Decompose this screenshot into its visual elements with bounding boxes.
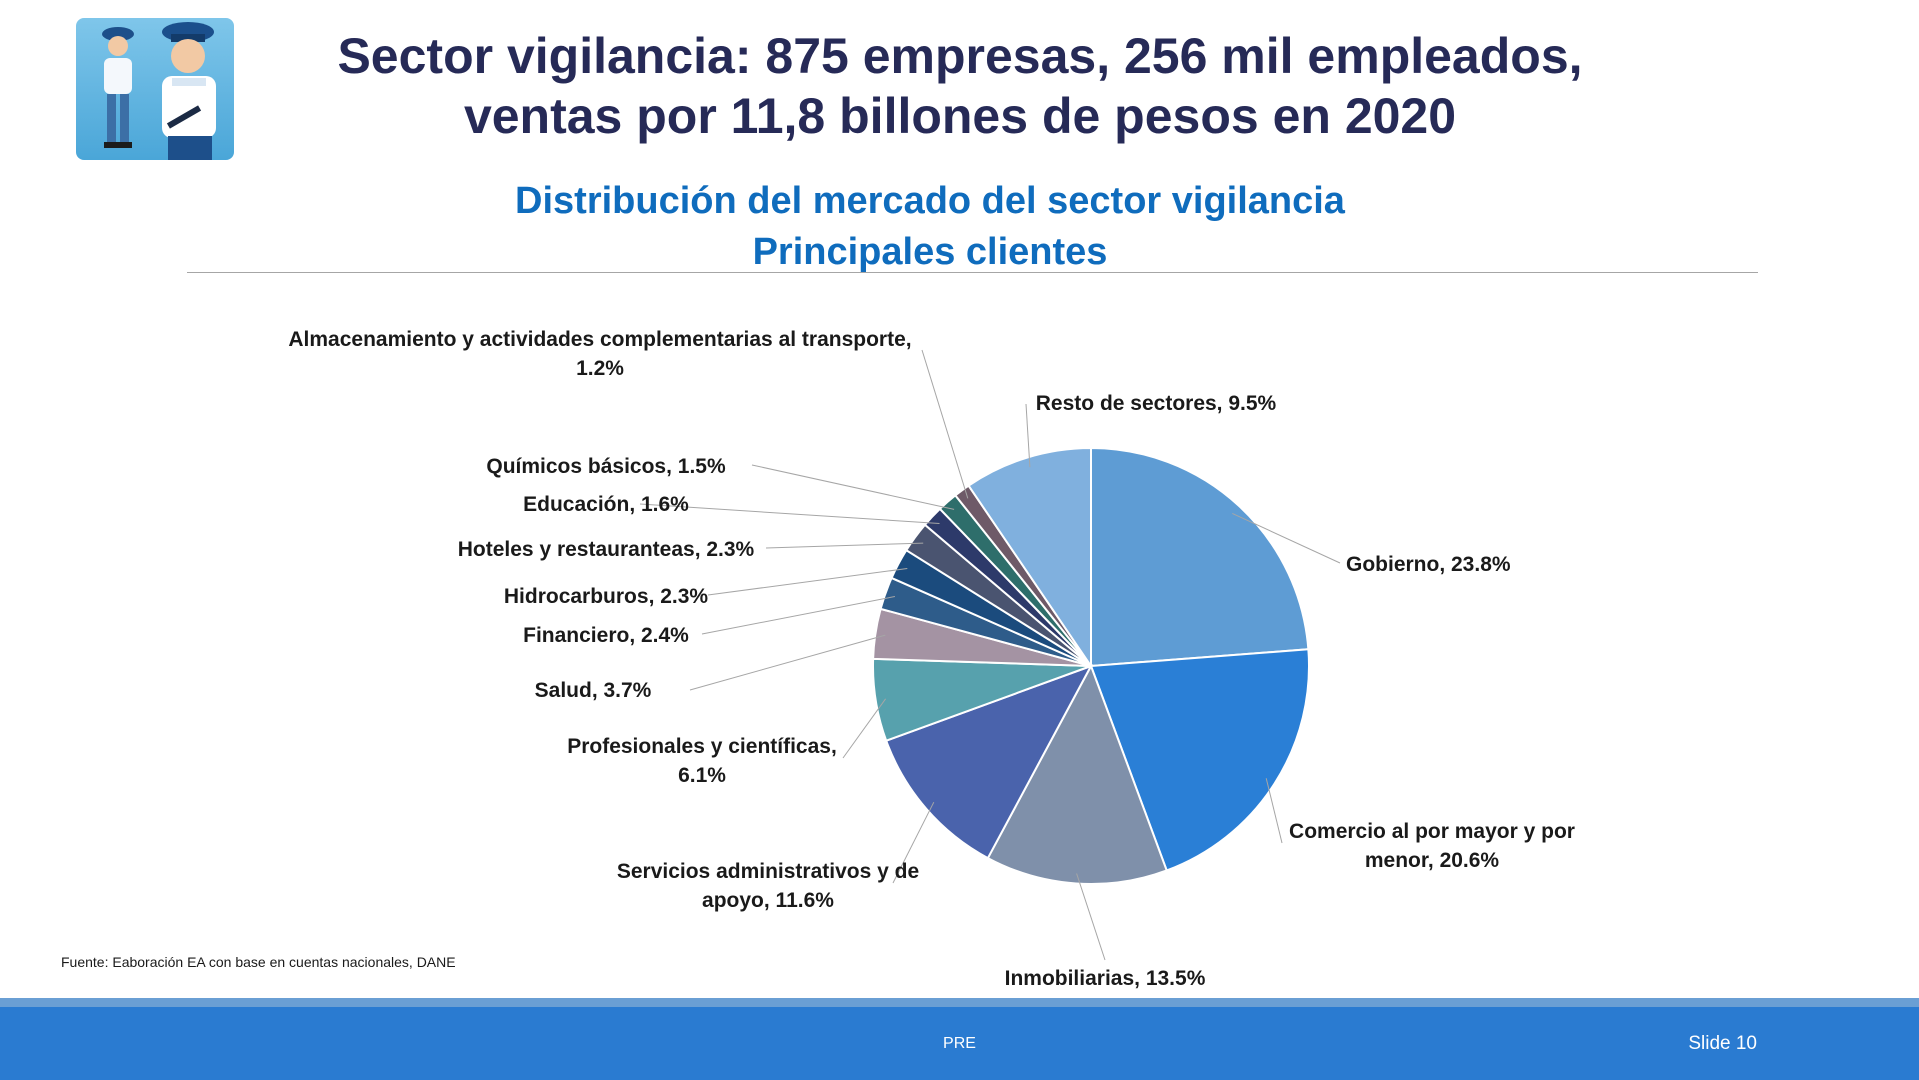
pie-slice-1 <box>1090 446 1310 668</box>
leader-line-5 <box>842 698 887 759</box>
subtitle-line-2: Principales clientes <box>752 231 1108 273</box>
security-guards-image <box>76 18 234 160</box>
data-label-11: Químicos básicos, 1.5% <box>486 455 726 478</box>
data-label-2: Comercio al por mayor y por menor, 20.6% <box>1289 820 1575 872</box>
leader-line-2 <box>1265 778 1283 844</box>
data-label-1: Gobierno, 23.8% <box>1346 553 1511 576</box>
leader-line-11 <box>751 464 955 510</box>
leader-line-1 <box>1232 512 1341 564</box>
pie-chart: Gobierno, 23.8% Comercio al por mayor y p… <box>288 328 1575 990</box>
pie-slice-4 <box>884 664 1094 860</box>
data-label-8: Hidrocarburos, 2.3% <box>504 585 709 608</box>
leader-line-6 <box>689 634 886 691</box>
footer-stripe <box>0 998 1919 1007</box>
data-label-3: Inmobiliarias, 13.5% <box>1005 967 1206 990</box>
leader-line-7 <box>701 596 895 635</box>
data-label-5: Profesionales y científicas, 6.1% <box>567 735 837 787</box>
leader-line-13 <box>1025 403 1031 468</box>
leader-line-4 <box>892 801 935 884</box>
slide-title: Sector vigilancia: 875 empresas, 256 mil… <box>240 26 1680 146</box>
data-label-13: Resto de sectores, 9.5% <box>1036 392 1277 415</box>
data-label-10: Educación, 1.6% <box>523 493 689 516</box>
leader-line-12 <box>921 349 969 499</box>
leader-line-3 <box>1076 873 1106 961</box>
title-line-1: Sector vigilancia: 875 empresas, 256 mil… <box>337 28 1583 84</box>
pie-slice-2 <box>1089 648 1310 872</box>
leader-line-10 <box>639 503 940 524</box>
data-label-7: Financiero, 2.4% <box>523 624 689 647</box>
title-line-2: ventas por 11,8 billones de pesos en 202… <box>463 88 1457 144</box>
data-label-9: Hoteles y restauranteas, 2.3% <box>458 538 755 561</box>
title-divider <box>187 272 1758 273</box>
leader-line-8 <box>707 568 908 596</box>
slide-number: Slide 10 <box>1688 1033 1757 1054</box>
data-label-12: Almacenamiento y actividades complementa… <box>288 328 911 380</box>
pie-slice-13 <box>967 446 1092 670</box>
chart-subtitle: Distribución del mercado del sector vigi… <box>330 176 1530 278</box>
footer-bar: PRE Slide 10 <box>0 1007 1919 1080</box>
data-label-6: Salud, 3.7% <box>535 679 652 702</box>
subtitle-line-1: Distribución del mercado del sector vigi… <box>515 180 1345 222</box>
leader-line-9 <box>765 542 924 549</box>
source-note: Fuente: Eaboración EA con base en cuenta… <box>61 954 456 970</box>
footer-center-text: PRE <box>943 1035 976 1052</box>
data-label-4: Servicios administrativos y de apoyo, 11.… <box>617 860 919 912</box>
pie-slice-3 <box>986 663 1168 885</box>
